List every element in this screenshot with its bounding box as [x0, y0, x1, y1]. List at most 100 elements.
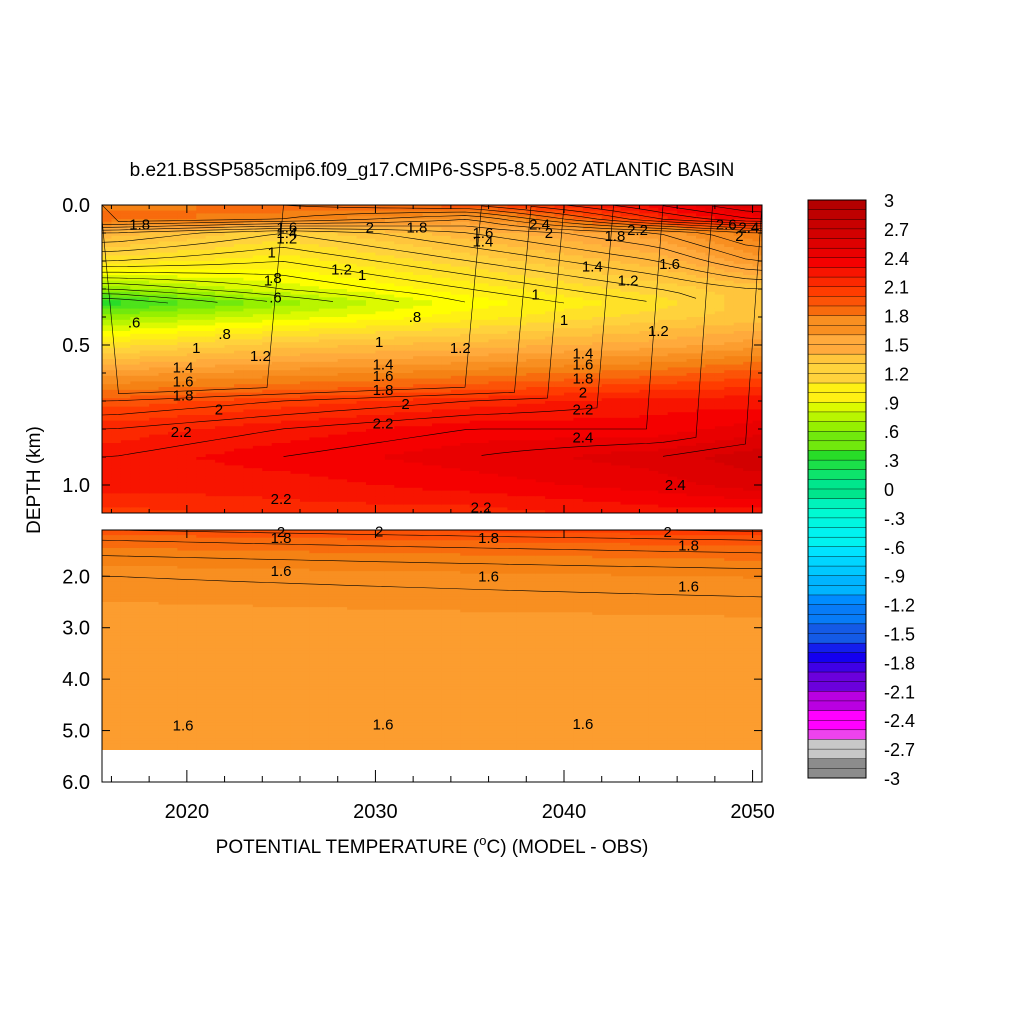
contour-cell	[149, 434, 160, 438]
contour-cell	[102, 389, 113, 394]
contour-cell	[224, 216, 235, 220]
contour-cell	[450, 258, 461, 262]
contour-cell	[479, 406, 490, 410]
contour-cell	[488, 350, 499, 354]
contour-cell	[403, 364, 414, 368]
contour-cell	[186, 445, 197, 450]
contour-cell	[139, 401, 150, 405]
contour-cell	[215, 459, 226, 464]
contour-cell	[149, 510, 160, 513]
contour-cell	[469, 300, 480, 304]
contour-cell	[215, 207, 226, 212]
contour-cell	[318, 482, 329, 486]
contour-cell	[479, 409, 490, 413]
contour-cell	[366, 361, 377, 366]
contour-cell	[281, 213, 292, 217]
contour-cell	[215, 266, 226, 270]
contour-cell	[356, 403, 367, 408]
contour-cell	[120, 378, 131, 382]
contour-cell	[158, 233, 169, 237]
contour-cell	[441, 235, 452, 240]
contour-cell	[120, 364, 131, 368]
contour-cell	[168, 305, 179, 310]
contour-cell	[224, 241, 235, 245]
contour-cell	[488, 375, 499, 380]
contour-cell	[432, 415, 443, 419]
contour-cell	[432, 429, 443, 433]
contour-cell	[120, 261, 131, 265]
contour-cell	[130, 311, 141, 315]
contour-cell	[498, 289, 509, 293]
contour-cell	[271, 210, 282, 214]
contour-cell	[243, 471, 254, 475]
contour-cell	[139, 249, 150, 254]
contour-cell	[111, 448, 122, 452]
contour-cell	[318, 210, 329, 214]
contour-cell	[290, 325, 301, 329]
contour-cell	[384, 244, 395, 248]
contour-cell	[290, 356, 301, 360]
contour-cell	[139, 221, 150, 226]
contour-cell	[102, 364, 113, 368]
contour-cell	[309, 322, 320, 326]
contour-cell	[507, 423, 518, 427]
contour-cell	[271, 241, 282, 245]
contour-cell	[300, 375, 311, 380]
contour-cell	[413, 322, 424, 326]
contour-cell	[422, 261, 433, 265]
contour-cell	[460, 462, 471, 466]
contour-cell	[290, 205, 301, 209]
contour-cell	[300, 342, 311, 346]
contour-cell	[149, 429, 160, 433]
contour-cell	[375, 364, 386, 368]
contour-cell	[120, 353, 131, 357]
contour-cell	[432, 289, 443, 293]
contour-cell	[290, 213, 301, 217]
contour-cell	[403, 331, 414, 335]
contour-cell	[526, 328, 537, 332]
contour-cell	[290, 507, 301, 511]
contour-cell	[432, 493, 443, 497]
contour-cell	[441, 373, 452, 377]
contour-cell	[205, 370, 216, 374]
contour-cell	[111, 230, 122, 234]
contour-cell	[366, 487, 377, 492]
contour-cell	[413, 437, 424, 441]
contour-cell	[224, 406, 235, 410]
contour-cell	[271, 490, 282, 494]
contour-cell	[215, 244, 226, 248]
contour-cell	[262, 328, 273, 332]
contour-cell	[290, 266, 301, 270]
contour-cell	[422, 238, 433, 242]
contour-cell	[488, 423, 499, 427]
contour-cell	[337, 283, 348, 287]
contour-cell	[366, 247, 377, 251]
contour-cell	[205, 381, 216, 385]
contour-cell	[281, 314, 292, 318]
contour-cell	[347, 333, 358, 338]
contour-cell	[432, 476, 443, 480]
contour-cell	[507, 241, 518, 245]
contour-cell	[243, 333, 254, 338]
contour-cell	[186, 370, 197, 374]
contour-cell	[309, 476, 320, 480]
contour-cell	[149, 328, 160, 332]
contour-cell	[356, 395, 367, 399]
contour-cell	[413, 207, 424, 212]
contour-cell	[403, 487, 414, 492]
contour-cell	[422, 445, 433, 450]
contour-cell	[460, 230, 471, 234]
contour-cell	[205, 219, 216, 223]
contour-cell	[168, 322, 179, 326]
contour-cell	[441, 454, 452, 458]
contour-cell	[498, 210, 509, 214]
contour-cell	[507, 247, 518, 251]
contour-cell	[102, 459, 113, 464]
contour-cell	[460, 207, 471, 212]
contour-cell	[281, 373, 292, 377]
contour-cell	[205, 440, 216, 444]
contour-cell	[309, 429, 320, 433]
contour-cell	[413, 473, 424, 478]
contour-cell	[469, 448, 480, 452]
contour-cell	[356, 328, 367, 332]
